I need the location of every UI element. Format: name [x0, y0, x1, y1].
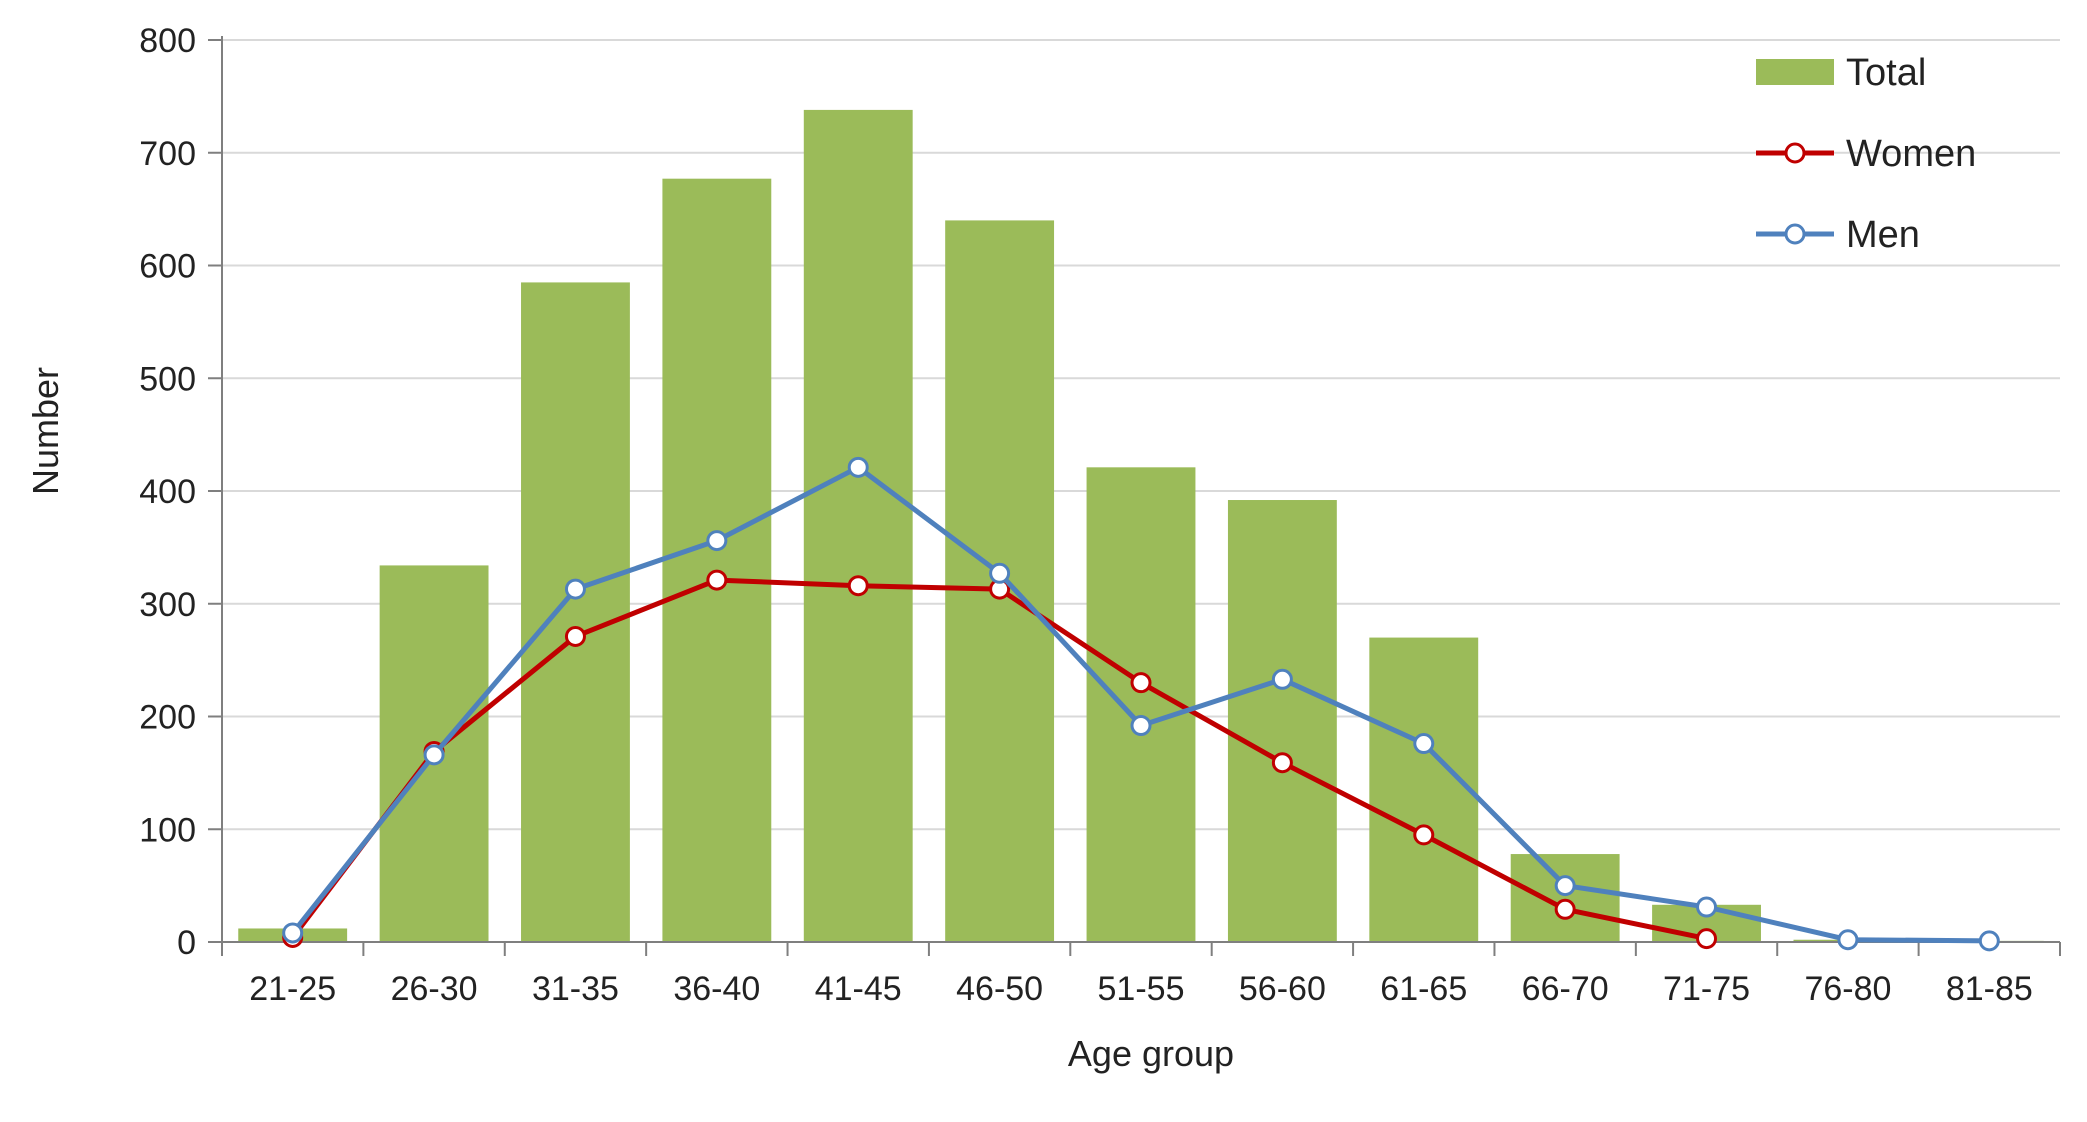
point-men	[706, 530, 728, 552]
point-men	[847, 456, 869, 478]
bar-series-total	[238, 109, 2044, 943]
x-tick-label: 76-80	[1804, 970, 1891, 1008]
line-series-men	[282, 456, 2000, 952]
bar-total	[1369, 637, 1479, 942]
legend-swatch-bar	[1756, 59, 1834, 85]
x-tick-label: 81-85	[1946, 970, 2033, 1008]
legend-swatch-marker	[1784, 223, 1806, 245]
y-tick-label: 0	[177, 924, 196, 962]
point-men	[1413, 733, 1435, 755]
point-men	[564, 578, 586, 600]
y-tick-label: 800	[139, 22, 196, 60]
x-tick-label: 71-75	[1663, 970, 1750, 1008]
legend: Total Women Men	[1756, 52, 1976, 256]
y-tick-label: 700	[139, 135, 196, 173]
point-men	[1271, 668, 1293, 690]
x-tick-label: 51-55	[1098, 970, 1185, 1008]
x-axis-title: Age group	[1068, 1033, 1234, 1074]
point-men	[989, 562, 1011, 584]
legend-item-total: Total	[1756, 52, 1926, 94]
y-tick-label: 500	[139, 360, 196, 398]
y-tick-label: 200	[139, 699, 196, 737]
legend-swatch-marker	[1784, 142, 1806, 164]
bar-total	[662, 178, 772, 942]
bar-total	[521, 282, 630, 943]
axes	[208, 36, 2061, 956]
y-tick-label: 400	[139, 473, 196, 511]
bar-total	[803, 109, 913, 942]
x-tick-label: 66-70	[1522, 970, 1609, 1008]
point-women	[847, 575, 869, 597]
point-men	[282, 922, 304, 944]
point-women	[1554, 898, 1576, 920]
line-series	[282, 456, 2000, 952]
point-men	[1837, 929, 1859, 951]
point-women	[564, 625, 586, 647]
legend-label: Men	[1846, 214, 1920, 256]
x-tick-label: 56-60	[1239, 970, 1326, 1008]
y-tick-labels: 0 100 200 300 400 500 600 700 800	[139, 22, 196, 962]
point-men	[1696, 896, 1718, 918]
x-tick-label: 21-25	[249, 970, 336, 1008]
point-women	[1696, 928, 1718, 950]
legend-label: Total	[1846, 52, 1926, 94]
point-women	[1413, 824, 1435, 846]
point-men	[1554, 875, 1576, 897]
y-tick-label: 300	[139, 586, 196, 624]
x-tick-label: 61-65	[1380, 970, 1467, 1008]
point-men	[1130, 715, 1152, 737]
x-tick-label: 31-35	[532, 970, 619, 1008]
point-women	[1271, 752, 1293, 774]
legend-label: Women	[1846, 133, 1976, 175]
x-tick-label: 26-30	[391, 970, 478, 1008]
y-tick-label: 100	[139, 811, 196, 849]
point-women	[706, 569, 728, 591]
x-tick-label: 41-45	[815, 970, 902, 1008]
y-axis-title: Number	[25, 367, 66, 495]
bar-total	[1510, 854, 1620, 942]
point-women	[1130, 672, 1152, 694]
y-tick-label: 600	[139, 248, 196, 286]
x-tick-label: 46-50	[956, 970, 1043, 1008]
legend-item-men: Men	[1756, 214, 1920, 256]
point-men	[423, 744, 445, 766]
legend-item-women: Women	[1756, 133, 1976, 175]
x-tick-label: 36-40	[673, 970, 760, 1008]
bar-total	[1227, 500, 1337, 942]
x-tick-labels: 21-25 26-30 31-35 36-40 41-45 46-50 51-55 56-60…	[249, 970, 2033, 1008]
point-men	[1978, 930, 2000, 952]
